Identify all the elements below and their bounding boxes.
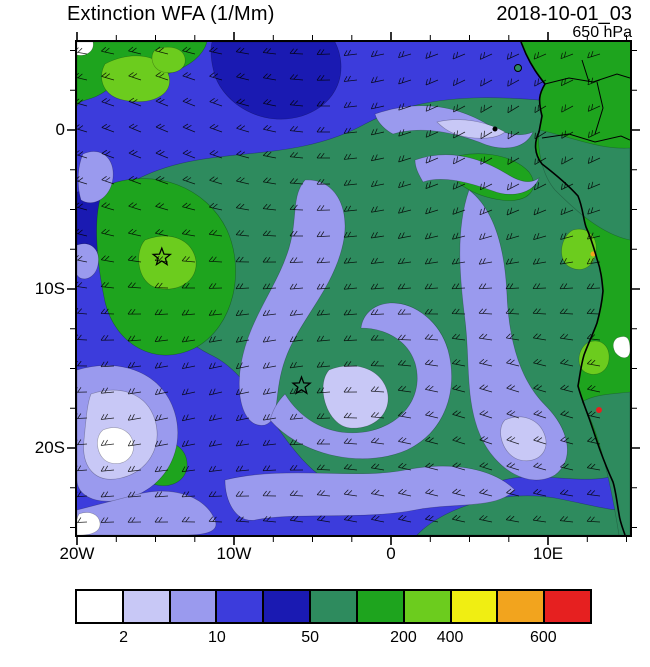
y-tick-label: 10S — [34, 279, 65, 298]
colorbar-label: 50 — [301, 629, 320, 646]
colorbar-cell — [404, 591, 452, 622]
colorbar-cell — [311, 591, 358, 622]
plot-title: Extinction WFA (1/Mm) — [67, 3, 275, 25]
colorbar-label: 2 — [119, 629, 129, 646]
colorbar-cell — [217, 591, 265, 622]
colorbar-cell — [498, 591, 546, 622]
x-tick-label: 10E — [532, 544, 564, 563]
plot-datetime: 2018-10-01_03 — [496, 3, 632, 25]
contour-map — [77, 42, 630, 535]
map-frame — [75, 40, 632, 537]
x-tick-label: 20W — [59, 544, 95, 563]
colorbar-cell — [357, 591, 405, 622]
x-tick-label: 10W — [216, 544, 252, 563]
colorbar-label: 400 — [436, 629, 464, 646]
y-tick-label: 0 — [55, 120, 65, 139]
colorbar-label: 10 — [208, 629, 226, 646]
colorbar-cell — [545, 591, 590, 622]
island — [514, 64, 522, 72]
colorbar-label: 600 — [530, 629, 557, 646]
colorbar-cell — [451, 591, 499, 622]
colorbar-cell — [170, 591, 218, 622]
x-tick-label: 0 — [386, 544, 396, 563]
high-extinction-spot — [596, 407, 602, 413]
colorbar-cell — [123, 591, 171, 622]
colorbar-label: 200 — [390, 629, 417, 646]
colorbar-cell — [77, 591, 124, 622]
point-marker — [492, 126, 498, 132]
y-tick-label: 20S — [34, 438, 65, 457]
colorbar-cell — [264, 591, 312, 622]
colorbar — [75, 589, 592, 624]
